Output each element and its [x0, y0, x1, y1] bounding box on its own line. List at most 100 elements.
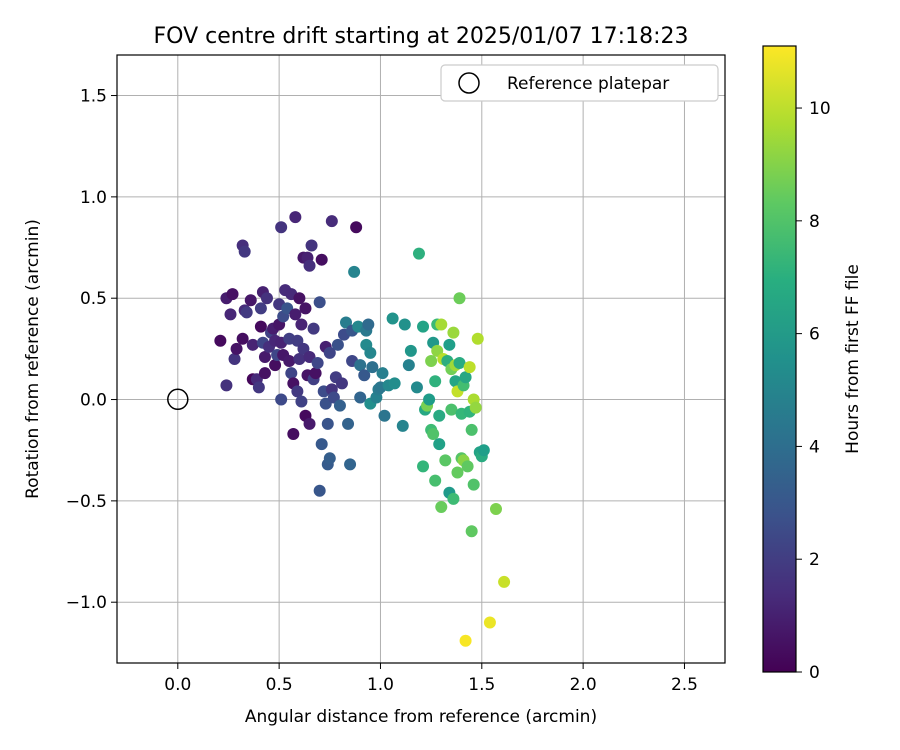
data-point [228, 353, 241, 365]
data-point [417, 460, 430, 473]
data-point [344, 458, 357, 471]
data-point [376, 367, 389, 380]
data-point [313, 296, 326, 309]
data-point [258, 367, 271, 380]
data-point [433, 438, 446, 451]
data-point [238, 245, 251, 258]
data-point [469, 401, 482, 414]
data-point [285, 367, 298, 380]
data-point [423, 393, 436, 406]
colorbar-tick-label: 10 [809, 99, 831, 119]
data-point [388, 377, 401, 390]
colorbar-gradient [762, 45, 797, 673]
data-point [275, 221, 288, 234]
data-point [323, 452, 336, 465]
y-tick-label: 0.5 [80, 289, 107, 309]
data-point [254, 302, 267, 315]
data-point [240, 306, 253, 319]
legend: Reference platepar [440, 64, 719, 102]
data-point [386, 312, 399, 325]
data-point [459, 371, 472, 384]
data-point [354, 359, 367, 372]
data-point [402, 359, 415, 372]
x-axis-ticks: 0.0 0.5 1.0 1.5 2.0 2.5 [164, 663, 698, 695]
data-point [445, 403, 458, 416]
y-tick-label: 1.5 [80, 87, 107, 107]
data-point [378, 409, 391, 422]
data-point [366, 361, 379, 374]
data-point [305, 239, 318, 252]
data-point [443, 338, 456, 351]
data-point [299, 302, 312, 315]
data-point [220, 379, 233, 392]
colorbar-label: Hours from first FF file [843, 264, 863, 454]
data-point [465, 423, 478, 436]
data-point [417, 320, 430, 333]
data-point [489, 502, 502, 515]
data-point [439, 454, 452, 467]
data-point [465, 525, 478, 538]
data-point [315, 438, 328, 451]
legend-box [440, 64, 719, 102]
data-point [313, 484, 326, 497]
data-point [477, 444, 490, 457]
plot-frame [116, 54, 726, 664]
data-point [404, 344, 417, 357]
data-point [293, 292, 306, 305]
data-point [244, 294, 257, 307]
x-tick-label: 2.0 [570, 675, 597, 695]
data-point [287, 427, 300, 440]
data-point [348, 265, 361, 278]
data-point [447, 492, 460, 505]
data-point [295, 318, 308, 331]
y-tick-label: −1.0 [66, 593, 107, 613]
data-point [275, 393, 288, 406]
data-point [433, 409, 446, 422]
data-point [435, 318, 448, 331]
data-point [451, 466, 464, 479]
y-tick-label: 1.0 [80, 188, 107, 208]
data-point [289, 211, 302, 224]
data-point [293, 353, 306, 365]
colorbar-tick-label: 8 [809, 212, 820, 232]
data-point [425, 355, 438, 368]
data-point [236, 332, 249, 345]
data-point [311, 357, 324, 370]
data-point [435, 500, 448, 513]
data-point [453, 357, 466, 370]
chart-title: FOV centre drift starting at 2025/01/07 … [154, 24, 689, 49]
x-tick-label: 1.0 [367, 675, 394, 695]
data-point [483, 616, 496, 629]
data-point [289, 308, 302, 321]
data-point [447, 326, 460, 339]
data-point [258, 350, 271, 363]
data-points [214, 211, 511, 647]
x-tick-label: 2.5 [671, 675, 698, 695]
colorbar-tick-label: 6 [809, 325, 820, 345]
data-point [467, 478, 480, 491]
data-point [459, 634, 472, 647]
data-point [260, 292, 273, 305]
data-point [224, 308, 237, 321]
x-axis-label: Angular distance from reference (arcmin) [245, 707, 597, 727]
grid-lines [117, 55, 725, 663]
data-point [323, 346, 336, 359]
data-point [325, 215, 338, 228]
data-point [252, 381, 265, 394]
legend-marker-icon [458, 72, 480, 94]
data-point [498, 575, 511, 588]
colorbar-tick-label: 4 [809, 437, 820, 457]
colorbar-tick-label: 0 [809, 663, 820, 683]
data-point [398, 318, 411, 331]
y-axis-ticks: −1.0 −0.5 0.0 0.5 1.0 1.5 [66, 87, 117, 613]
data-point [461, 460, 474, 473]
data-point [269, 359, 282, 372]
colorbar-tick-label: 2 [809, 550, 820, 570]
y-tick-label: −0.5 [66, 492, 107, 512]
legend-entry-label: Reference platepar [507, 74, 669, 94]
x-tick-label: 1.5 [468, 675, 495, 695]
data-point [331, 338, 344, 351]
data-point [283, 355, 296, 368]
data-point [333, 399, 346, 412]
